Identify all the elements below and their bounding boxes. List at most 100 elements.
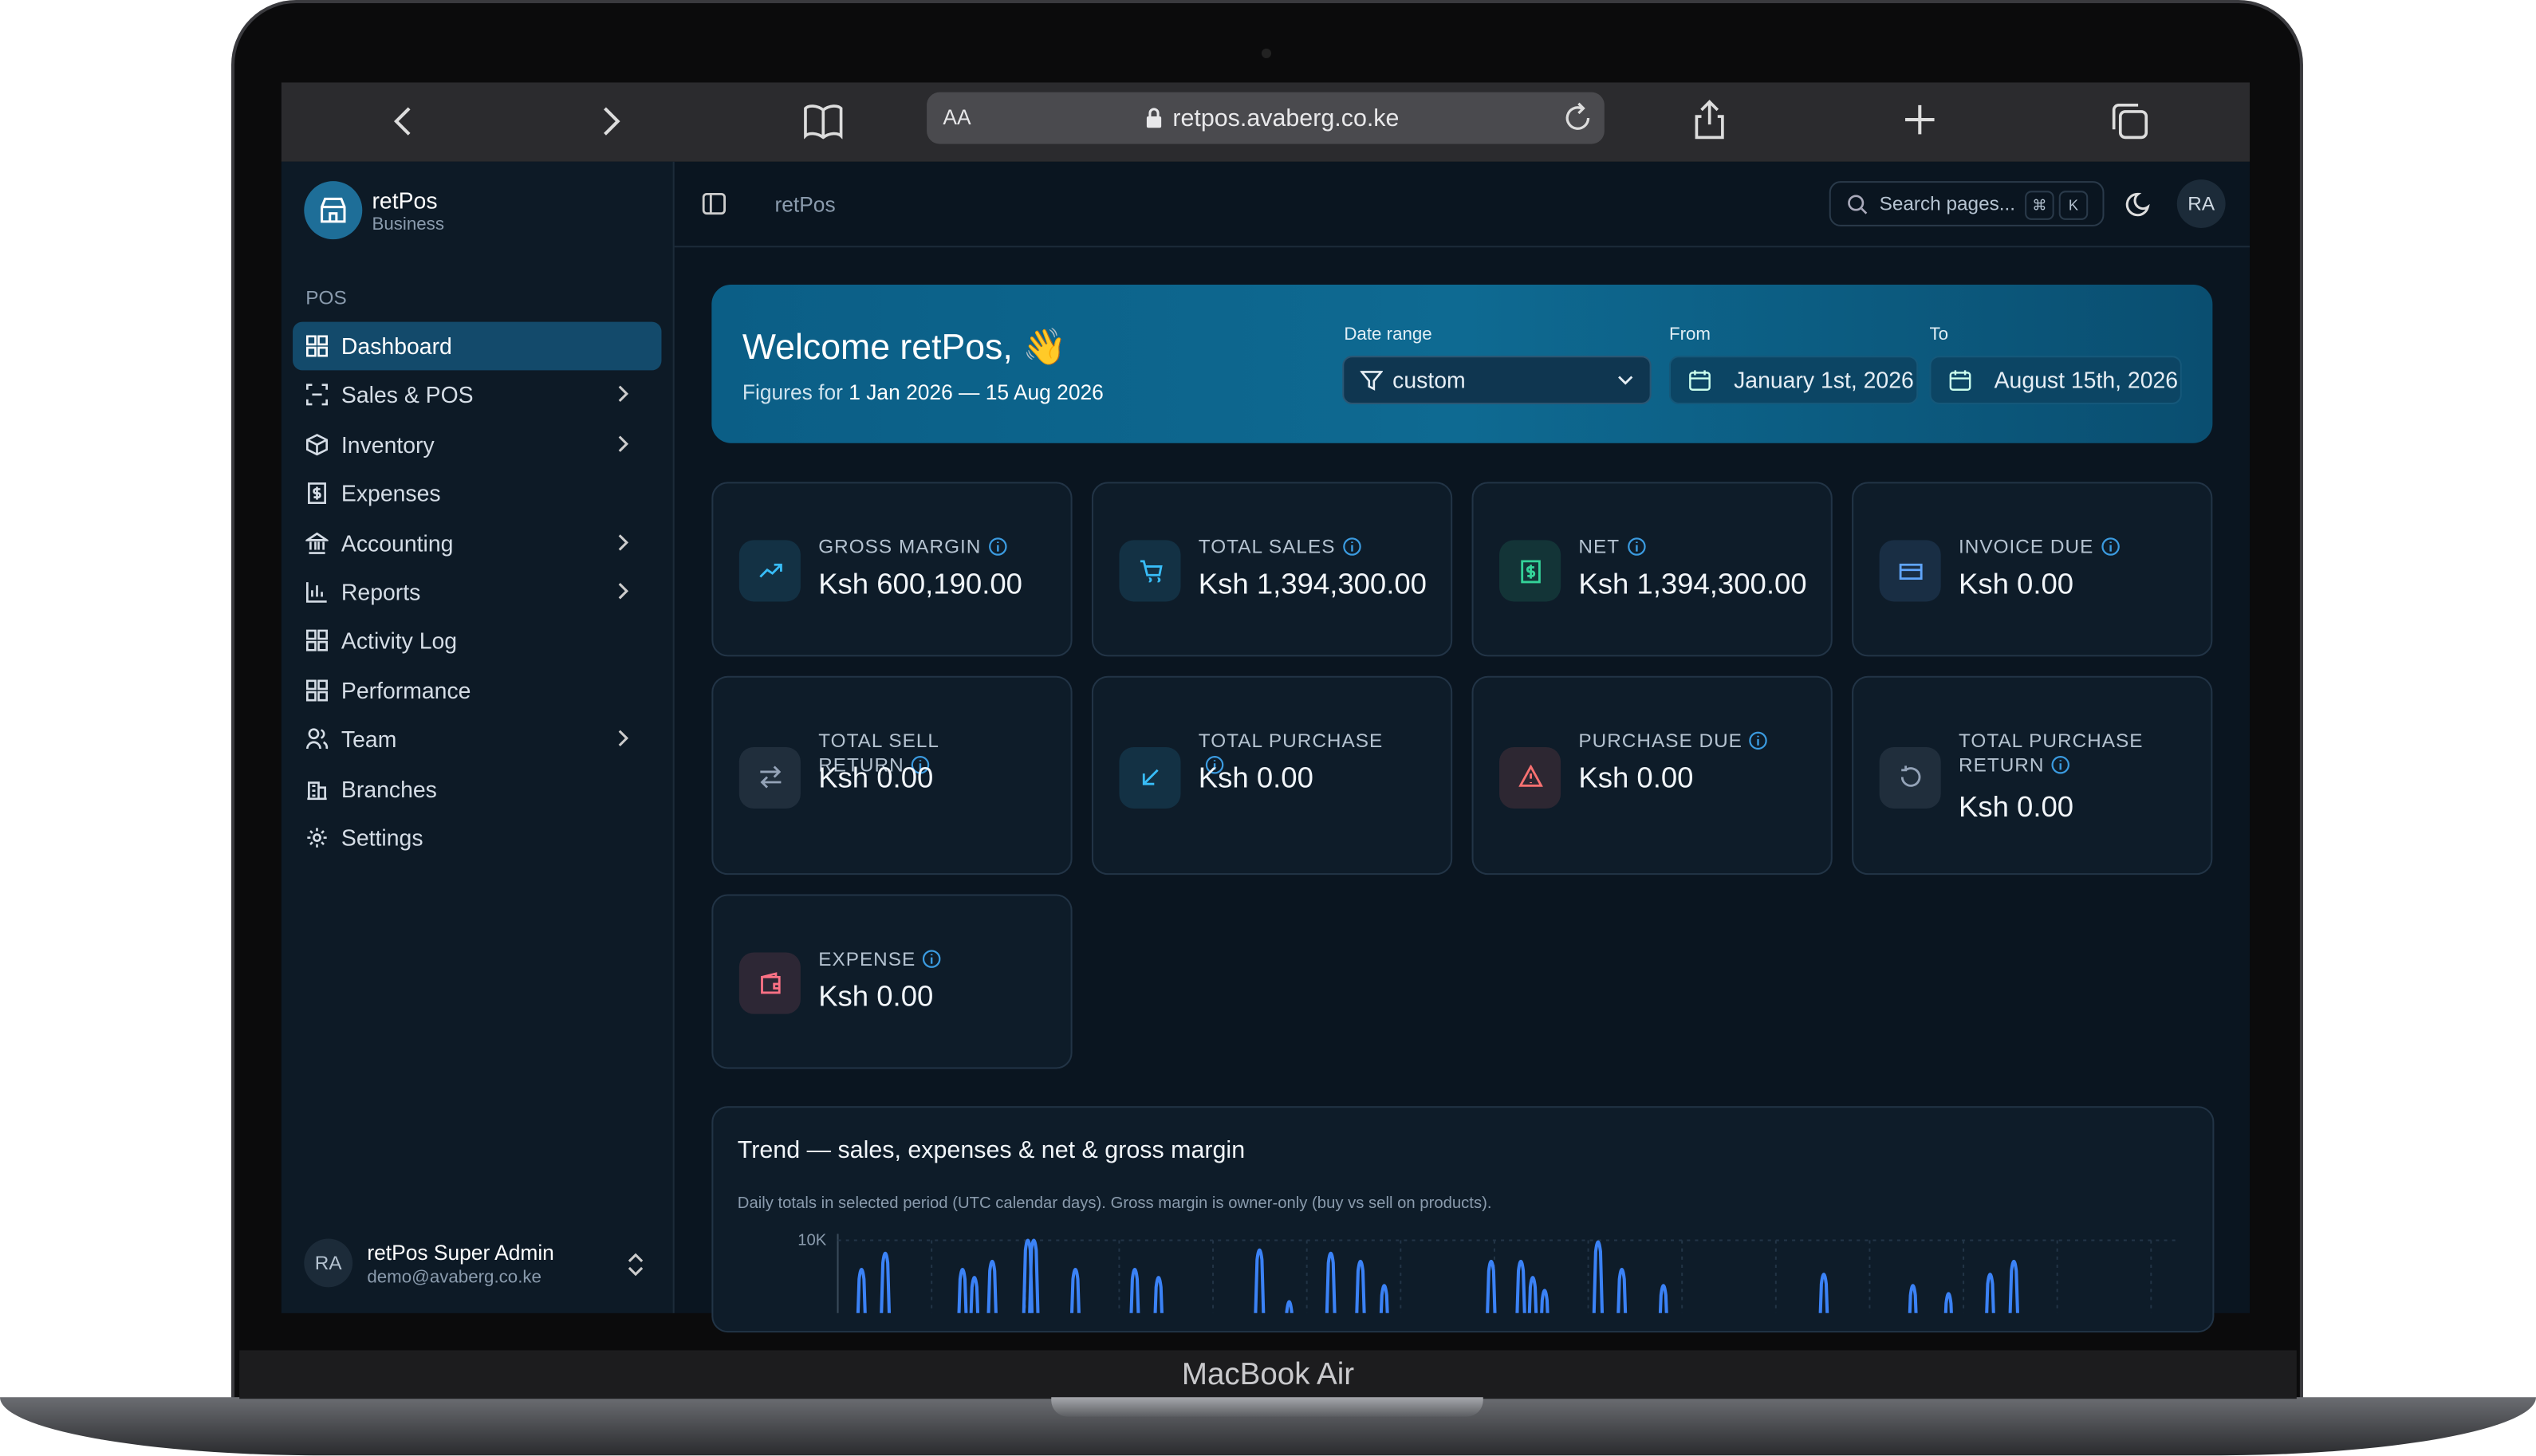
spike <box>1285 1300 1294 1313</box>
card-icon-glyph <box>759 765 781 789</box>
y-tick-label: 10K <box>797 1232 827 1249</box>
spike <box>880 1251 892 1313</box>
card-value: Ksh 0.00 <box>1958 790 2074 824</box>
date-range-value: custom <box>1392 367 1466 393</box>
device-label: MacBook Air <box>239 1350 2297 1399</box>
nav-item[interactable]: Inventory <box>293 420 661 469</box>
text-size-button[interactable]: AA <box>943 104 971 130</box>
nav-item[interactable]: Performance <box>293 666 661 714</box>
card-label-text: TOTAL PURCHASE <box>1198 729 1384 753</box>
card-label-text: GROSS MARGIN <box>818 535 982 558</box>
nav-icon <box>306 384 328 407</box>
nav-item[interactable]: Reports <box>293 568 661 616</box>
card-icon-glyph <box>1141 769 1158 785</box>
card-label-text: EXPENSE <box>818 947 916 970</box>
field-label: To <box>1929 325 1949 344</box>
nav-icon <box>306 679 328 702</box>
info-icon <box>1205 756 1224 774</box>
card-icon <box>738 540 801 602</box>
card-icon-glyph <box>1520 559 1540 583</box>
user-menu-toggle[interactable] <box>626 1252 645 1277</box>
spike <box>1153 1276 1164 1313</box>
submenu-chevron <box>618 386 629 403</box>
figures-prefix: Figures for <box>742 380 843 405</box>
spike <box>2008 1259 2019 1313</box>
submenu-chevron <box>618 583 629 600</box>
bookmarks-button[interactable] <box>802 104 845 140</box>
nav-label: Dashboard <box>341 333 452 360</box>
lock-icon <box>1146 108 1162 128</box>
card-value: Ksh 0.00 <box>1578 761 1694 794</box>
forward-button[interactable] <box>600 105 622 138</box>
nav-item[interactable]: Team <box>293 715 661 764</box>
address-bar[interactable]: AA retpos.avaberg.co.ke <box>927 92 1605 144</box>
spike <box>969 1276 980 1313</box>
card-label-text: NET <box>1578 535 1620 558</box>
nav-item[interactable]: Activity Log <box>293 616 661 665</box>
brand-logo <box>304 181 363 240</box>
trend-panel: Trend — sales, expenses & net & gross ma… <box>711 1106 2215 1333</box>
nav-item[interactable]: Branches <box>293 764 661 813</box>
info-icon <box>1342 537 1361 556</box>
nav-item[interactable]: Dashboard <box>293 321 662 371</box>
back-button[interactable] <box>392 105 414 138</box>
card-icon <box>738 952 801 1014</box>
sidebar-toggle[interactable] <box>702 191 727 216</box>
from-date: January 1st, 2026 <box>1734 367 1914 393</box>
nav-icon <box>306 728 329 750</box>
card-icon <box>1499 746 1561 809</box>
nav-icon <box>306 582 327 603</box>
card-label: NET <box>1578 535 1789 559</box>
card-icon-glyph <box>760 971 780 994</box>
to-date-picker[interactable]: August 15th, 2026 <box>1929 356 2182 405</box>
stat-card: TOTAL PURCHASE RETURN Ksh 0.00 <box>1852 675 2213 876</box>
card-label: INVOICE DUE <box>1959 535 2169 559</box>
card-icon <box>1499 540 1561 602</box>
user-avatar[interactable]: RA <box>304 1238 353 1288</box>
spike <box>1379 1284 1389 1313</box>
figures-line: Figures for 1 Jan 2026 — 15 Aug 2026 <box>742 380 1104 404</box>
avatar[interactable]: RA <box>2176 179 2226 228</box>
new-tab-button[interactable] <box>1904 104 1936 136</box>
submenu-chevron <box>618 435 629 452</box>
tabs-button[interactable] <box>2111 102 2150 141</box>
nav-label: Activity Log <box>341 628 458 655</box>
field-label: From <box>1668 325 1711 344</box>
spike <box>1486 1259 1497 1313</box>
card-icon-glyph <box>1900 765 1920 787</box>
share-button[interactable] <box>1691 99 1727 141</box>
card-icon <box>1119 540 1181 602</box>
card-label-text: TOTAL PURCHASE RETURN <box>1958 729 2144 777</box>
topbar-divider <box>674 246 2251 248</box>
nav-icon <box>308 482 326 505</box>
nav-item[interactable]: Settings <box>293 813 661 862</box>
spike <box>856 1267 867 1313</box>
figures-range: 1 Jan 2026 — 15 Aug 2026 <box>849 380 1104 405</box>
from-date-picker[interactable]: January 1st, 2026 <box>1668 356 1919 405</box>
nav-label: Performance <box>341 677 471 703</box>
stat-card: PURCHASE DUE Ksh 0.00 <box>1471 675 1833 876</box>
stat-card: TOTAL PURCHASE Ksh 0.00 <box>1091 675 1453 876</box>
reload-button[interactable] <box>1564 102 1593 135</box>
card-label: TOTAL SALES <box>1199 535 1409 559</box>
card-label-text: TOTAL SALES <box>1198 535 1336 558</box>
card-label: TOTAL PURCHASE <box>1199 730 1409 778</box>
date-range-select[interactable]: custom <box>1342 356 1652 405</box>
info-icon <box>2051 756 2070 774</box>
card-icon <box>1879 746 1941 809</box>
nav-item[interactable]: Accounting <box>293 518 661 567</box>
theme-toggle[interactable] <box>2125 189 2155 218</box>
card-label: GROSS MARGIN <box>818 535 1029 559</box>
card-value: Ksh 0.00 <box>818 761 934 794</box>
spike <box>1592 1240 1605 1313</box>
spike <box>1658 1284 1668 1313</box>
spike <box>957 1267 968 1313</box>
chart-title: Trend — sales, expenses & net & gross ma… <box>737 1136 1246 1165</box>
url-text: retpos.avaberg.co.ke <box>1172 104 1400 133</box>
search-box[interactable]: Search pages... ⌘ K <box>1829 181 2105 226</box>
nav-icon <box>307 781 327 800</box>
nav-item[interactable]: Expenses <box>293 470 661 518</box>
nav-item[interactable]: Sales & POS <box>293 371 661 419</box>
card-value: Ksh 1,394,300.00 <box>1578 567 1807 600</box>
